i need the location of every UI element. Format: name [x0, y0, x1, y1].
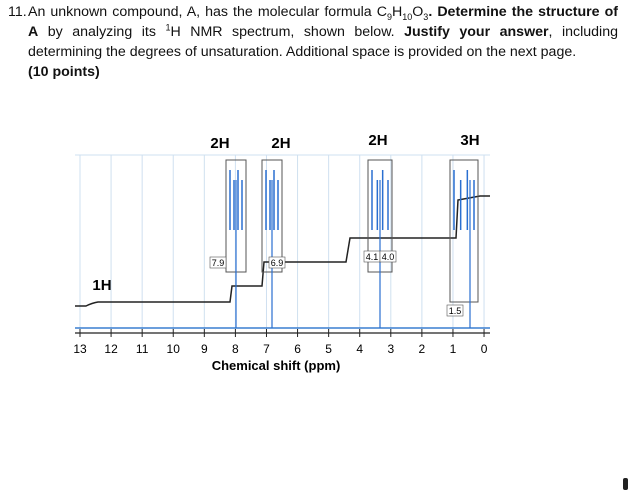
- axis-label: Chemical shift (ppm): [212, 358, 341, 373]
- points: (10 points): [28, 64, 100, 80]
- subscript: 9: [386, 11, 392, 22]
- tick-label: 0: [481, 342, 488, 356]
- peak-box: [449, 159, 479, 303]
- text: O: [412, 4, 424, 20]
- integration-label: 1H: [92, 277, 111, 294]
- subscript: 3: [423, 11, 429, 22]
- text: An unknown compound, A, has the molecula…: [28, 4, 377, 20]
- tick-label: 11: [136, 342, 149, 356]
- inset-label: 1.5: [449, 306, 462, 316]
- inset-label: 7.9: [212, 258, 225, 268]
- integration-curve: [75, 195, 490, 307]
- text: by analyzing its: [38, 24, 166, 40]
- inset-box: [209, 256, 227, 269]
- tick-label: 1: [450, 342, 457, 356]
- tick-label: 10: [167, 342, 181, 356]
- integration-label: 3H: [460, 132, 479, 149]
- tick-label: 8: [232, 342, 239, 356]
- integration-label: 2H: [271, 135, 290, 152]
- bold-text: Justify your answer: [404, 24, 549, 40]
- integration-label: 2H: [210, 135, 229, 152]
- integration-label: 2H: [368, 132, 387, 149]
- mark: [623, 478, 628, 490]
- question: 11. An unknown compound, A, has the mole…: [8, 2, 618, 82]
- tick-label: 6: [294, 342, 301, 356]
- inset-box: [268, 256, 286, 269]
- subscript: 10: [402, 11, 413, 22]
- tick-label: 4: [356, 342, 363, 356]
- question-number: 11.: [8, 4, 27, 20]
- text: C: [376, 4, 387, 20]
- tick-label: 2: [419, 342, 426, 356]
- inset-label: 6.9: [271, 258, 284, 268]
- tick-label: 3: [387, 342, 394, 356]
- tick-label: 13: [73, 342, 87, 356]
- superscript: 1: [165, 22, 171, 33]
- inset-box: [379, 250, 397, 263]
- bold-text: Determine the structure of A: [28, 4, 618, 40]
- question-text: An unknown compound, A, has the molecula…: [28, 2, 618, 82]
- inset-box: [446, 304, 464, 317]
- text: H NMR spectrum, shown below.: [170, 24, 405, 40]
- text: .: [428, 4, 438, 20]
- inset-label: 4.0: [382, 252, 395, 262]
- tick-label: 5: [325, 342, 332, 356]
- tick-label: 7: [263, 342, 270, 356]
- inset-label: 4.1: [366, 252, 379, 262]
- text: H: [391, 4, 403, 20]
- text: , including determining the degrees of u…: [28, 24, 618, 60]
- tick-label: 9: [201, 342, 208, 356]
- tick-label: 12: [104, 342, 118, 356]
